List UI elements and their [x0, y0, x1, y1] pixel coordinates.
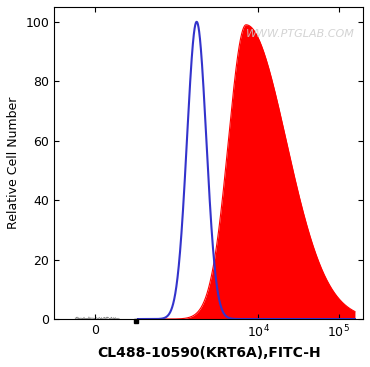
X-axis label: CL488-10590(KRT6A),FITC-H: CL488-10590(KRT6A),FITC-H: [97, 346, 320, 360]
Text: WWW.PTGLAB.COM: WWW.PTGLAB.COM: [246, 29, 354, 39]
Y-axis label: Relative Cell Number: Relative Cell Number: [7, 97, 20, 229]
